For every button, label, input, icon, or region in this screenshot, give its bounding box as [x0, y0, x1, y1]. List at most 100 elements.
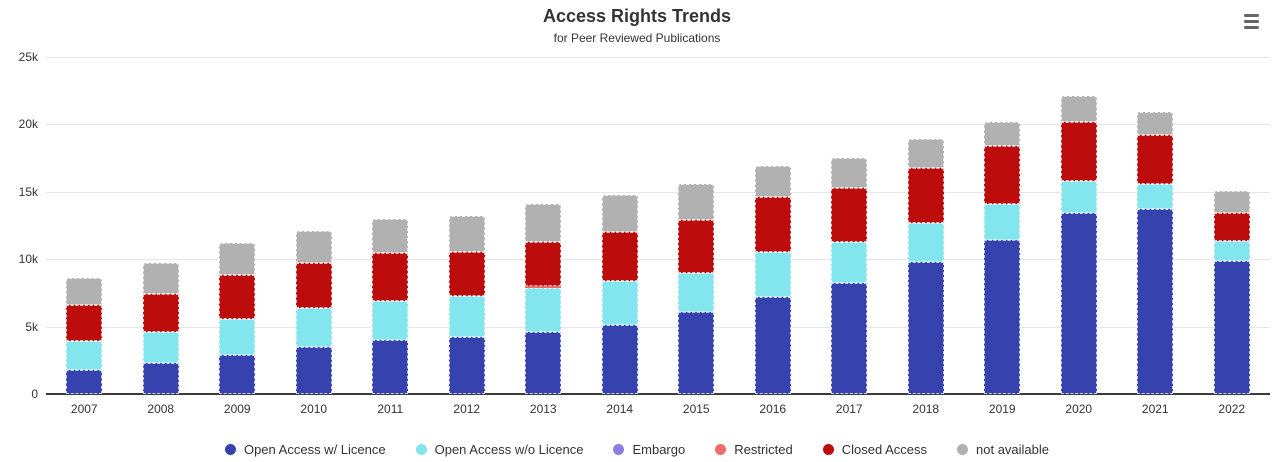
bar-segment-2015-not-available[interactable] [678, 183, 715, 221]
bar-segment-2020-closed-access[interactable] [1060, 121, 1097, 182]
bar-segment-2012-not-available[interactable] [448, 216, 485, 253]
bar-segment-2013-not-available[interactable] [525, 203, 562, 242]
bar-segment-2015-closed-access[interactable] [678, 220, 715, 273]
legend-marker-icon [613, 444, 625, 455]
chart-subtitle: for Peer Reviewed Publications [553, 31, 721, 45]
bar-segment-2017-open-access-w-o-licence[interactable] [831, 241, 868, 284]
bar-segment-2007-closed-access[interactable] [66, 305, 103, 342]
x-axis-tick-label: 2019 [988, 402, 1016, 416]
bar-segment-2007-not-available[interactable] [66, 278, 103, 306]
legend-item-embargo[interactable]: Embargo [613, 442, 685, 457]
bar-segment-2012-open-access-w-o-licence[interactable] [448, 295, 485, 338]
bar-segment-2013-closed-access[interactable] [525, 241, 562, 287]
bar-segment-2016-open-access-w-o-licence[interactable] [754, 252, 791, 297]
x-axis-tick-label: 2013 [529, 402, 557, 416]
chart-context-menu-button[interactable] [1240, 10, 1264, 32]
bar-segment-2016-closed-access[interactable] [754, 197, 791, 253]
bar-segment-2016-open-access-w-licence[interactable] [754, 296, 791, 394]
bar-segment-2019-open-access-w-o-licence[interactable] [984, 203, 1021, 241]
bar-segment-2016-not-available[interactable] [754, 166, 791, 198]
legend-item-open-access-w-licence[interactable]: Open Access w/ Licence [224, 442, 386, 457]
bar-segment-2011-closed-access[interactable] [372, 252, 409, 302]
bar-segment-2008-open-access-w-licence[interactable] [142, 363, 179, 394]
y-axis-tick-label: 20k [18, 117, 38, 132]
legend-item-closed-access[interactable]: Closed Access [822, 442, 927, 457]
bar-segment-2010-not-available[interactable] [295, 230, 332, 264]
legend-item-label: Restricted [734, 442, 793, 457]
bar-segment-2021-open-access-w-licence[interactable] [1137, 209, 1174, 394]
y-axis-labels: 0 5k 10k 15k 20k 25k [0, 50, 38, 401]
y-axis-tick-label: 0 [31, 387, 38, 401]
bar-segment-2022-closed-access[interactable] [1213, 212, 1250, 242]
bar-segment-2009-open-access-w-licence[interactable] [219, 354, 256, 394]
bar-2020 [1060, 96, 1097, 394]
x-axis-tick-label: 2018 [912, 402, 940, 416]
legend-marker-icon [822, 444, 834, 455]
bar-segment-2018-open-access-w-o-licence[interactable] [907, 222, 944, 262]
bar-segment-2017-open-access-w-licence[interactable] [831, 283, 868, 394]
bar-segment-2015-open-access-w-licence[interactable] [678, 311, 715, 394]
bar-segment-2008-closed-access[interactable] [142, 294, 179, 332]
bar-segment-2011-not-available[interactable] [372, 218, 409, 253]
gridline [46, 259, 1270, 261]
bar-segment-2022-open-access-w-o-licence[interactable] [1213, 241, 1250, 261]
bar-segment-2008-open-access-w-o-licence[interactable] [142, 332, 179, 363]
x-axis-tick-label: 2014 [606, 402, 634, 416]
bar-segment-2021-open-access-w-o-licence[interactable] [1137, 184, 1174, 210]
bar-segment-2013-open-access-w-o-licence[interactable] [525, 288, 562, 332]
bar-segment-2018-not-available[interactable] [907, 139, 944, 168]
bar-2011 [372, 218, 409, 394]
bar-segment-2014-closed-access[interactable] [601, 232, 638, 281]
bar-segment-2011-open-access-w-o-licence[interactable] [372, 301, 409, 341]
bar-2009 [219, 243, 256, 394]
bar-segment-2018-closed-access[interactable] [907, 167, 944, 223]
bar-segment-2014-open-access-w-licence[interactable] [601, 325, 638, 394]
bar-segment-2020-open-access-w-o-licence[interactable] [1060, 181, 1097, 214]
bar-segment-2012-open-access-w-licence[interactable] [448, 337, 485, 394]
bar-segment-2015-open-access-w-o-licence[interactable] [678, 272, 715, 312]
legend-item-label: Open Access w/ Licence [243, 442, 386, 457]
bar-segment-2021-closed-access[interactable] [1137, 134, 1174, 185]
legend-item-label: Embargo [632, 442, 686, 457]
bar-segment-2010-open-access-w-o-licence[interactable] [295, 307, 332, 347]
bar-segment-2010-open-access-w-licence[interactable] [295, 346, 332, 394]
bar-segment-2014-not-available[interactable] [601, 194, 638, 233]
bar-segment-2018-open-access-w-licence[interactable] [907, 261, 944, 394]
bar-segment-2013-restricted[interactable] [525, 286, 562, 289]
legend-item-restricted[interactable]: Restricted [715, 442, 793, 457]
x-axis-tick-label: 2020 [1065, 402, 1093, 416]
legend: Open Access w/ Licence Open Access w/o Li… [0, 442, 1274, 457]
bar-2015 [678, 183, 715, 394]
bar-segment-2007-open-access-w-licence[interactable] [66, 369, 103, 394]
bar-segment-2017-not-available[interactable] [831, 158, 868, 188]
bar-segment-2019-closed-access[interactable] [984, 145, 1021, 204]
bar-segment-2007-open-access-w-o-licence[interactable] [66, 341, 103, 370]
bar-segment-2017-closed-access[interactable] [831, 187, 868, 242]
legend-marker-icon [415, 444, 427, 455]
bar-segment-2014-open-access-w-o-licence[interactable] [601, 280, 638, 326]
bar-segment-2021-not-available[interactable] [1137, 112, 1174, 135]
bar-segment-2009-open-access-w-o-licence[interactable] [219, 318, 256, 355]
bar-segment-2022-open-access-w-licence[interactable] [1213, 260, 1250, 394]
bar-2022 [1213, 190, 1250, 394]
bar-segment-2008-not-available[interactable] [142, 263, 179, 295]
x-axis-tick-label: 2009 [223, 402, 251, 416]
bar-segment-2011-open-access-w-licence[interactable] [372, 340, 409, 394]
bar-segment-2013-open-access-w-licence[interactable] [525, 332, 562, 394]
bar-segment-2020-open-access-w-licence[interactable] [1060, 213, 1097, 394]
bar-segment-2022-not-available[interactable] [1213, 190, 1250, 213]
bar-segment-2012-closed-access[interactable] [448, 252, 485, 296]
x-axis-tick-label: 2010 [300, 402, 328, 416]
bar-2016 [754, 166, 791, 394]
legend-item-label: Open Access w/o Licence [434, 442, 584, 457]
bar-segment-2020-not-available[interactable] [1060, 96, 1097, 122]
bar-segment-2019-not-available[interactable] [984, 121, 1021, 146]
x-axis-tick-label: 2012 [453, 402, 481, 416]
legend-marker-icon [224, 444, 236, 455]
bar-segment-2019-open-access-w-licence[interactable] [984, 240, 1021, 394]
legend-item-open-access-w-o-licence[interactable]: Open Access w/o Licence [415, 442, 584, 457]
bar-segment-2009-closed-access[interactable] [219, 275, 256, 319]
bar-segment-2009-not-available[interactable] [219, 243, 256, 276]
bar-segment-2010-closed-access[interactable] [295, 263, 332, 308]
legend-item-not-available[interactable]: not available [957, 442, 1049, 457]
